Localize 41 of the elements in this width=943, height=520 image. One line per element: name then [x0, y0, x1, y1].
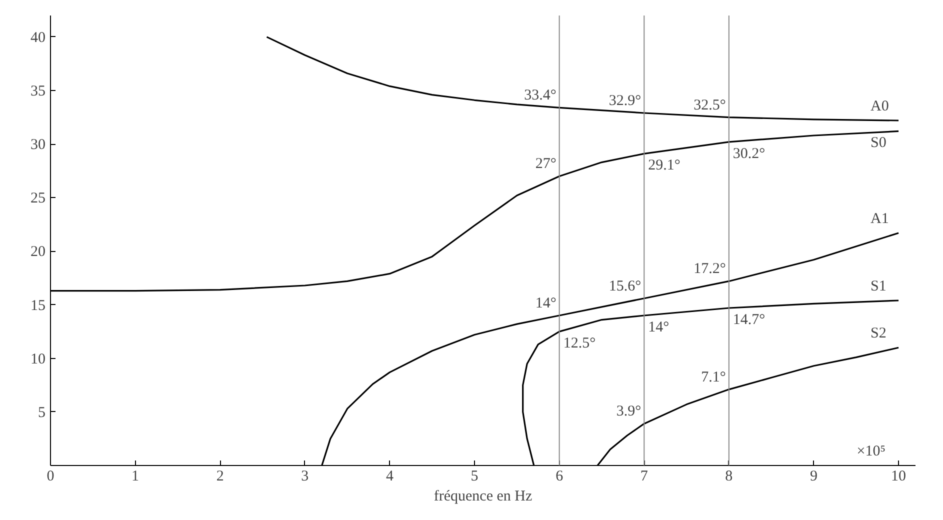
y-tick-label: 10 — [30, 351, 46, 368]
x-tick-label: 6 — [556, 468, 564, 484]
series-label: S0 — [870, 135, 886, 152]
y-tick-label: 40 — [30, 30, 46, 46]
x-tick-label: 10 — [891, 468, 906, 484]
series-label: A1 — [870, 211, 889, 227]
series-label: A0 — [870, 98, 889, 114]
x-axis-title: fréquence en Hz — [434, 488, 532, 504]
y-tick-label: 25 — [30, 190, 46, 207]
y-tick-label: 20 — [30, 244, 46, 260]
annotation: 17.2° — [694, 261, 726, 278]
x-tick-label: 7 — [640, 468, 648, 484]
annotation: 3.9° — [616, 404, 642, 420]
annotation: 32.5° — [694, 97, 726, 114]
y-tick-label: 30 — [30, 137, 46, 154]
x-tick-label: 0 — [46, 468, 54, 484]
x-tick-label: 9 — [810, 468, 818, 484]
annotation: 14.7° — [732, 312, 766, 328]
series-label: S1 — [870, 278, 886, 294]
annotation: 14° — [535, 296, 556, 312]
y-tick-label: 15 — [30, 298, 46, 314]
x-tick-label: 4 — [386, 468, 394, 484]
annotation: 15.6° — [608, 278, 642, 294]
annotation: 14° — [648, 320, 670, 336]
annotation: ×10⁵ — [856, 444, 886, 460]
annotation: 29.1° — [648, 158, 680, 174]
x-tick-label: 5 — [470, 468, 478, 484]
annotation: 12.5° — [563, 336, 596, 352]
x-tick-label: 3 — [301, 468, 309, 484]
x-tick-label: 8 — [725, 468, 733, 484]
line-series — [266, 36, 900, 122]
y-tick-label: 5 — [38, 404, 46, 421]
annotation: 30.2° — [732, 146, 766, 162]
series-label: S2 — [870, 326, 886, 342]
x-tick-label: 2 — [216, 468, 224, 484]
annotation: 32.9° — [608, 93, 642, 109]
y-tick-label: 35 — [30, 84, 46, 100]
x-tick-label: 1 — [132, 468, 140, 484]
annotation: 33.4° — [524, 88, 556, 104]
annotation: 7.1° — [701, 369, 726, 386]
annotation: 27° — [535, 156, 556, 172]
